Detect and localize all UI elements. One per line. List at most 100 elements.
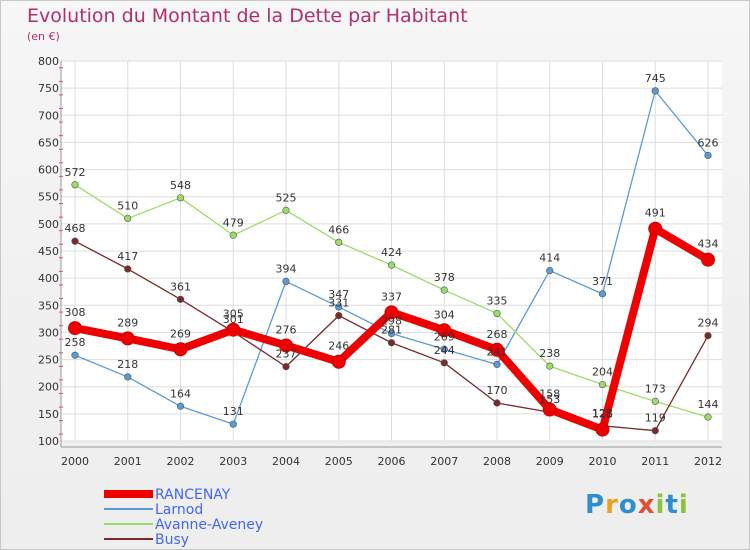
data-point bbox=[546, 266, 554, 275]
data-point bbox=[648, 221, 663, 236]
data-point bbox=[598, 380, 607, 389]
data-point bbox=[226, 322, 241, 337]
y-tick-label: 750 bbox=[38, 82, 59, 95]
data-label: 158 bbox=[539, 388, 560, 401]
data-label: 305 bbox=[223, 308, 244, 321]
x-tick-label: 2011 bbox=[641, 455, 669, 468]
data-point bbox=[542, 402, 557, 417]
data-point bbox=[440, 359, 448, 367]
y-tick-label: 200 bbox=[38, 381, 59, 394]
data-point bbox=[651, 87, 659, 95]
data-label: 626 bbox=[698, 136, 719, 149]
data-label: 218 bbox=[117, 358, 138, 371]
data-label: 525 bbox=[276, 191, 297, 204]
y-tick-label: 700 bbox=[38, 109, 59, 122]
data-point bbox=[437, 323, 452, 338]
data-label: 394 bbox=[276, 262, 297, 275]
data-point bbox=[384, 305, 399, 320]
legend-label-rancenay: RANCENAY bbox=[155, 487, 231, 503]
data-label: 417 bbox=[117, 250, 138, 263]
x-tick-label: 2000 bbox=[61, 455, 89, 468]
data-label: 246 bbox=[328, 340, 349, 353]
data-point bbox=[387, 339, 396, 347]
data-label: 479 bbox=[223, 216, 244, 229]
legend-label-larnod: Larnod bbox=[155, 502, 203, 518]
data-label: 745 bbox=[645, 72, 666, 85]
data-label: 164 bbox=[170, 387, 191, 400]
y-tick-label: 450 bbox=[38, 245, 59, 258]
data-point bbox=[493, 399, 501, 407]
data-label: 269 bbox=[434, 330, 455, 343]
y-tick-label: 650 bbox=[38, 136, 59, 149]
data-point bbox=[651, 397, 659, 405]
y-tick-label: 100 bbox=[38, 435, 59, 448]
x-tick-label: 2006 bbox=[378, 455, 406, 468]
data-label: 304 bbox=[434, 308, 455, 321]
data-label: 548 bbox=[170, 179, 191, 192]
data-label: 335 bbox=[487, 294, 508, 307]
data-point bbox=[440, 286, 448, 294]
data-point bbox=[279, 338, 293, 353]
grid bbox=[61, 60, 722, 442]
data-label: 268 bbox=[487, 328, 508, 341]
data-label: 170 bbox=[487, 384, 508, 397]
data-point bbox=[387, 329, 396, 338]
y-tick-label: 600 bbox=[38, 164, 59, 177]
data-label: 237 bbox=[276, 348, 297, 361]
data-point bbox=[704, 151, 712, 160]
data-point bbox=[598, 290, 607, 298]
data-label: 424 bbox=[381, 246, 402, 259]
data-label: 466 bbox=[328, 223, 349, 236]
x-tick-label: 2010 bbox=[589, 455, 617, 468]
y-tick-label: 550 bbox=[38, 191, 59, 204]
y-tick-label: 350 bbox=[38, 299, 59, 312]
data-label: 347 bbox=[328, 288, 349, 301]
data-point bbox=[701, 252, 715, 267]
data-point bbox=[493, 360, 501, 369]
x-tick-label: 2012 bbox=[694, 455, 722, 468]
data-label: 361 bbox=[170, 280, 191, 293]
data-point bbox=[229, 420, 237, 428]
data-point bbox=[176, 194, 185, 202]
data-point bbox=[546, 362, 554, 370]
data-point bbox=[490, 342, 504, 357]
data-label: 173 bbox=[645, 382, 666, 395]
x-tick-label: 2008 bbox=[483, 455, 511, 468]
data-point bbox=[493, 309, 501, 318]
legend-label-busy: Busy bbox=[155, 532, 189, 548]
data-label: 371 bbox=[592, 275, 613, 288]
data-point bbox=[124, 373, 132, 381]
y-tick-label: 250 bbox=[38, 354, 59, 367]
data-point bbox=[282, 277, 290, 286]
data-point bbox=[704, 413, 712, 421]
y-tick-label: 800 bbox=[38, 55, 59, 68]
x-tick-label: 2004 bbox=[272, 455, 300, 468]
axes: 100 150 200 250 300 350 400 450 500 550 600 650 700 7… bbox=[38, 55, 722, 468]
data-label: 331 bbox=[328, 297, 349, 310]
data-label: 276 bbox=[276, 323, 297, 336]
series-lines bbox=[68, 87, 715, 437]
data-label: 308 bbox=[65, 306, 86, 319]
y-tick-label: 400 bbox=[38, 272, 59, 285]
data-label: 491 bbox=[645, 207, 666, 220]
data-label: 289 bbox=[117, 316, 138, 329]
data-point bbox=[335, 238, 343, 246]
data-label: 269 bbox=[170, 327, 191, 340]
data-label: 510 bbox=[117, 199, 138, 212]
data-point bbox=[176, 295, 185, 303]
proxiti-logo: Proxiti bbox=[585, 490, 689, 520]
data-label: 144 bbox=[698, 398, 719, 411]
data-label: 128 bbox=[592, 407, 613, 420]
chart-subtitle: (en €) bbox=[27, 30, 60, 43]
data-label: 238 bbox=[539, 347, 560, 360]
y-tick-label: 150 bbox=[38, 408, 59, 421]
data-label: 121 bbox=[592, 408, 613, 421]
data-point bbox=[595, 422, 610, 437]
data-label: 337 bbox=[381, 290, 402, 303]
data-point bbox=[229, 231, 237, 239]
data-label: 244 bbox=[434, 344, 455, 357]
data-point bbox=[124, 265, 132, 273]
data-point bbox=[71, 237, 79, 245]
